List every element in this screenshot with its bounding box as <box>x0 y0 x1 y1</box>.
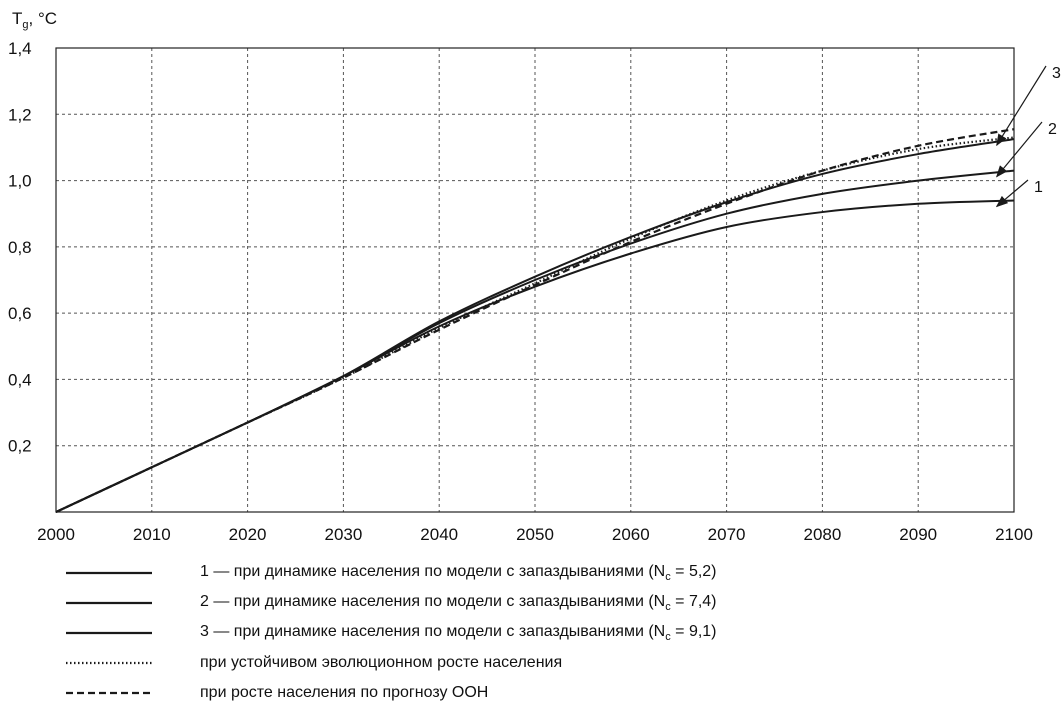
x-tick-label: 2040 <box>420 525 458 544</box>
plot-frame <box>55 47 1015 513</box>
x-tick-label: 2060 <box>612 525 650 544</box>
legend: 1 — при динамике населения по модели с з… <box>66 558 717 708</box>
annotation-label: 3 <box>1052 65 1061 82</box>
legend-label: при устойчивом эволюционном росте населе… <box>200 654 563 671</box>
annotation-arrow <box>996 65 1047 147</box>
legend-swatch-dashed <box>66 691 152 695</box>
x-tick-label: 2010 <box>133 525 171 544</box>
annotation-arrow <box>995 121 1043 178</box>
x-tick-label: 2050 <box>516 525 554 544</box>
series-group <box>55 128 1015 513</box>
y-tick-label: 1,4 <box>8 39 32 58</box>
legend-swatch-solid <box>66 571 152 575</box>
y-tick-label: 1,2 <box>8 105 32 124</box>
y-tick-label: 0,8 <box>8 238 32 257</box>
x-tick-label: 2080 <box>803 525 841 544</box>
legend-item: 3 — при динамике населения по модели с з… <box>66 618 717 648</box>
x-tick-label: 2090 <box>899 525 937 544</box>
legend-label: при росте населения по прогнозу ООН <box>200 684 489 701</box>
legend-label: 3 — при динамике населения по модели с з… <box>200 622 717 644</box>
x-tick-label: 2000 <box>37 525 75 544</box>
x-tick-label: 2030 <box>324 525 362 544</box>
tick-labels: 2000 2010 2020 2030 2040 2050 2060 2070 2080 2090… <box>8 39 1033 544</box>
legend-swatch-dotted <box>66 661 152 665</box>
y-tick-label: 0,6 <box>8 304 32 323</box>
legend-swatch-solid <box>66 631 152 635</box>
legend-item: при устойчивом эволюционном росте населе… <box>66 648 717 678</box>
legend-item: 1 — при динамике населения по модели с з… <box>66 558 717 588</box>
line-chart: Tg, °C 2000 2010 2020 2030 2040 2050 2060 2070 2… <box>8 9 1061 544</box>
annotation-label: 1 <box>1034 179 1043 196</box>
annotation-arrow <box>995 179 1029 208</box>
series-line-5 <box>55 128 1015 513</box>
y-tick-label: 0,2 <box>8 437 32 456</box>
legend-label: 2 — при динамике населения по модели с з… <box>200 592 717 614</box>
legend-swatch-solid <box>66 601 152 605</box>
annotations: 1 2 3 <box>995 65 1061 208</box>
x-tick-label: 2070 <box>708 525 746 544</box>
series-line-2 <box>55 169 1015 513</box>
legend-item: 2 — при динамике населения по модели с з… <box>66 588 717 618</box>
legend-item: при росте населения по прогнозу ООН <box>66 678 717 708</box>
legend-label: 1 — при динамике населения по модели с з… <box>200 562 717 584</box>
grid <box>56 48 1014 512</box>
y-tick-label: 1,0 <box>8 172 32 191</box>
series-line-3 <box>55 138 1015 513</box>
y-axis-label: Tg, °C <box>12 9 57 31</box>
y-tick-label: 0,4 <box>8 370 32 389</box>
x-tick-label: 2020 <box>229 525 267 544</box>
x-tick-label: 2100 <box>995 525 1033 544</box>
annotation-label: 2 <box>1048 121 1057 138</box>
